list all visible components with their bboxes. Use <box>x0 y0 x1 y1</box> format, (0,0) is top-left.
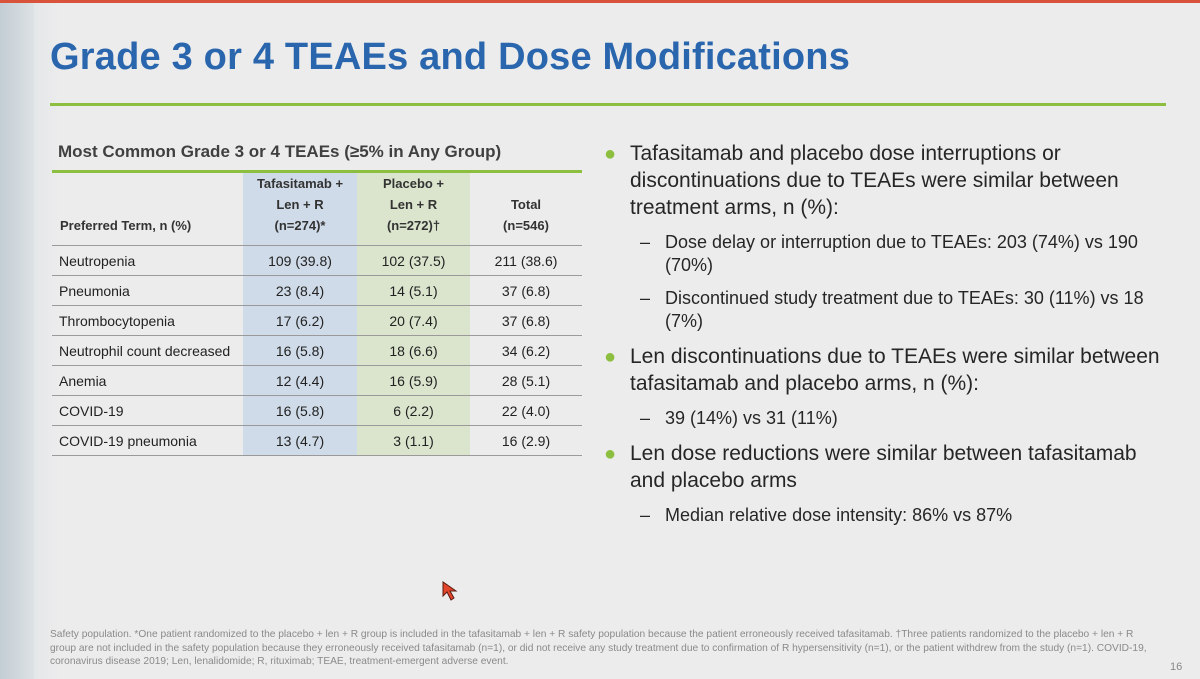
cell-total: 16 (2.9) <box>470 425 582 456</box>
table-caption: Most Common Grade 3 or 4 TEAEs (≥5% in A… <box>58 142 502 161</box>
cell-total: 28 (5.1) <box>470 365 582 396</box>
header-preferred-term: Preferred Term, n (%) <box>60 218 192 233</box>
cell-term: Neutrophil count decreased <box>52 335 243 366</box>
bullet-text: Len dose reductions were similar between… <box>630 442 1137 492</box>
sub-bullet-text: Dose delay or interruption due to TEAEs:… <box>665 232 1138 275</box>
table-row: Neutrophil count decreased 16 (5.8) 18 (… <box>52 335 582 366</box>
table-row: Pneumonia 23 (8.4) 14 (5.1) 37 (6.8) <box>52 275 582 306</box>
sub-bullet-item: – Median relative dose intensity: 86% vs… <box>604 504 1164 527</box>
cell-placebo: 102 (37.5) <box>357 245 470 276</box>
cell-total: 22 (4.0) <box>470 395 582 426</box>
cell-placebo: 14 (5.1) <box>357 275 470 306</box>
teae-table-container: Preferred Term, n (%) Tafasitamab + Len … <box>52 170 582 456</box>
cell-total: 37 (6.8) <box>470 275 582 306</box>
bullet-dot-icon: ● <box>604 143 617 165</box>
cell-tafasitamab: 16 (5.8) <box>243 335 357 366</box>
table-row: Neutropenia 109 (39.8) 102 (37.5) 211 (3… <box>52 245 582 276</box>
bullet-item: ● Len discontinuations due to TEAEs were… <box>604 343 1164 397</box>
dash-icon: – <box>640 408 651 428</box>
cell-total: 211 (38.6) <box>470 245 582 276</box>
bullet-item: ● Tafasitamab and placebo dose interrupt… <box>604 140 1164 221</box>
table-row: COVID-19 pneumonia 13 (4.7) 3 (1.1) 16 (… <box>52 425 582 456</box>
sub-bullet-text: Discontinued study treatment due to TEAE… <box>665 288 1144 331</box>
cell-tafasitamab: 109 (39.8) <box>243 245 357 276</box>
dash-icon: – <box>640 288 651 308</box>
table-top-rule <box>52 170 582 173</box>
cell-term: Pneumonia <box>52 275 243 306</box>
left-sidebar-strip <box>0 3 34 679</box>
teae-table: Preferred Term, n (%) Tafasitamab + Len … <box>52 173 582 456</box>
cell-tafasitamab: 23 (8.4) <box>243 275 357 306</box>
bullet-dot-icon: ● <box>604 443 617 465</box>
slide-title: Grade 3 or 4 TEAEs and Dose Modification… <box>50 36 851 78</box>
cell-placebo: 6 (2.2) <box>357 395 470 426</box>
top-accent-line <box>0 0 1200 3</box>
cell-term: Anemia <box>52 365 243 396</box>
bullet-dot-icon: ● <box>604 346 617 368</box>
cell-tafasitamab: 12 (4.4) <box>243 365 357 396</box>
cell-term: Neutropenia <box>52 245 243 276</box>
header-placebo: Placebo + Len + R (n=272)† <box>357 173 470 246</box>
cell-tafasitamab: 16 (5.8) <box>243 395 357 426</box>
footnote: Safety population. *One patient randomiz… <box>50 629 1147 667</box>
cell-placebo: 16 (5.9) <box>357 365 470 396</box>
table-row: COVID-19 16 (5.8) 6 (2.2) 22 (4.0) <box>52 395 582 426</box>
cell-placebo: 20 (7.4) <box>357 305 470 336</box>
table-header-row: Preferred Term, n (%) Tafasitamab + Len … <box>52 173 582 246</box>
sub-bullet-item: – 39 (14%) vs 31 (11%) <box>604 407 1164 430</box>
cell-total: 34 (6.2) <box>470 335 582 366</box>
cell-term: Thrombocytopenia <box>52 305 243 336</box>
cell-placebo: 3 (1.1) <box>357 425 470 456</box>
header-tafasitamab: Tafasitamab + Len + R (n=274)* <box>243 173 357 246</box>
cell-tafasitamab: 17 (6.2) <box>243 305 357 336</box>
sub-bullet-text: Median relative dose intensity: 86% vs 8… <box>665 505 1013 525</box>
sub-bullet-item: – Discontinued study treatment due to TE… <box>604 287 1164 333</box>
sub-bullet-item: – Dose delay or interruption due to TEAE… <box>604 231 1164 277</box>
table-row: Thrombocytopenia 17 (6.2) 20 (7.4) 37 (6… <box>52 305 582 336</box>
dash-icon: – <box>640 505 651 525</box>
page-number: 16 <box>1170 661 1183 673</box>
cell-term: COVID-19 pneumonia <box>52 425 243 456</box>
bullet-item: ● Len dose reductions were similar betwe… <box>604 440 1164 494</box>
bullet-text: Tafasitamab and placebo dose interruptio… <box>630 142 1119 219</box>
dash-icon: – <box>640 232 651 252</box>
table-row: Anemia 12 (4.4) 16 (5.9) 28 (5.1) <box>52 365 582 396</box>
sub-bullet-text: 39 (14%) vs 31 (11%) <box>665 408 838 428</box>
mouse-pointer-icon <box>442 581 458 601</box>
bullet-text: Len discontinuations due to TEAEs were s… <box>630 345 1160 395</box>
bullet-list: ● Tafasitamab and placebo dose interrupt… <box>604 140 1164 537</box>
cell-tafasitamab: 13 (4.7) <box>243 425 357 456</box>
cell-placebo: 18 (6.6) <box>357 335 470 366</box>
title-divider <box>50 103 1166 106</box>
cell-term: COVID-19 <box>52 395 243 426</box>
cell-total: 37 (6.8) <box>470 305 582 336</box>
header-total: Total (n=546) <box>503 197 549 233</box>
